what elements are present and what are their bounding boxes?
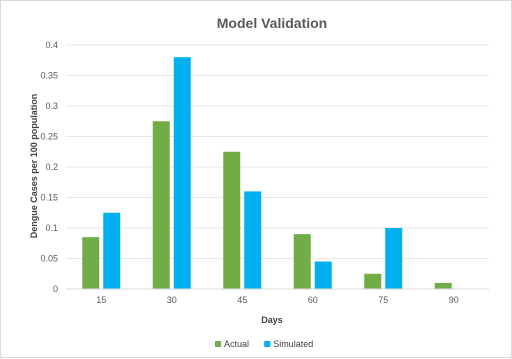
y-tick-label: 0.3 [45, 101, 58, 111]
y-tick-label: 0.4 [45, 40, 58, 50]
x-tick-label: 75 [378, 295, 388, 305]
bar-simulated-30 [173, 57, 191, 290]
x-tick-label: 45 [237, 295, 247, 305]
x-axis-title: Days [261, 315, 283, 325]
y-tick-labels: 0 0.05 0.1 0.15 0.2 0.25 0.3 0.35 0.4 [40, 40, 58, 294]
legend-swatch-simulated [264, 341, 271, 347]
y-tick-label: 0.15 [40, 193, 58, 203]
gridlines [66, 44, 489, 259]
y-tick-label: 0.1 [45, 223, 58, 233]
y-axis-title: Dengue Cases per 100 population [29, 94, 39, 239]
bar-simulated-75 [385, 228, 403, 289]
x-tick-labels: 15 30 45 60 75 90 [96, 295, 459, 305]
legend-swatch-actual [215, 341, 221, 347]
bar-actual-15 [82, 237, 100, 289]
bar-actual-45 [223, 151, 241, 289]
bars [82, 57, 452, 290]
bar-simulated-60 [314, 261, 332, 289]
bar-simulated-45 [244, 191, 262, 289]
y-tick-label: 0.25 [40, 132, 58, 142]
bar-actual-30 [152, 121, 170, 289]
y-tick-label: 0 [53, 284, 58, 294]
x-tick-label: 15 [96, 295, 106, 305]
y-tick-label: 0.2 [45, 162, 58, 172]
y-tick-label: 0.05 [40, 254, 58, 264]
bar-simulated-15 [103, 212, 121, 289]
bar-actual-75 [364, 273, 382, 289]
legend-label-actual: Actual [224, 339, 249, 349]
x-tick-label: 30 [167, 295, 177, 305]
x-tick-label: 60 [308, 295, 318, 305]
legend: Actual Simulated [215, 339, 313, 349]
x-tick-label: 90 [449, 295, 459, 305]
chart-title: Model Validation [217, 15, 327, 31]
y-tick-label: 0.35 [40, 71, 58, 81]
legend-label-simulated: Simulated [273, 339, 313, 349]
bar-actual-60 [293, 234, 311, 289]
bar-actual-90 [434, 282, 452, 289]
